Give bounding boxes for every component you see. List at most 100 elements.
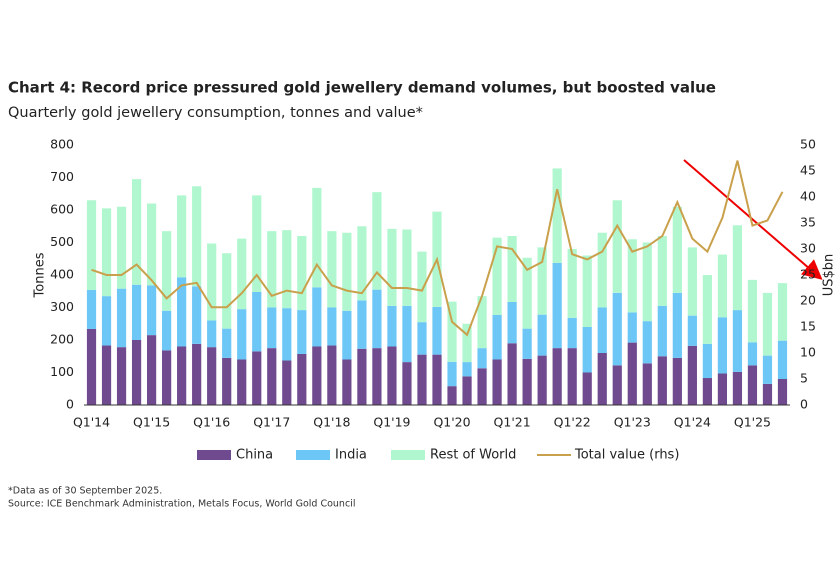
y2-tick-label: 20 — [800, 293, 816, 308]
bar-segment — [552, 168, 562, 263]
bar-segment — [612, 365, 622, 405]
bar-segment — [507, 236, 517, 302]
bar-segment — [507, 343, 517, 405]
bar-segment — [567, 348, 577, 405]
bar-segment — [537, 355, 547, 405]
bar-segment — [702, 275, 712, 344]
y-tick-label: 800 — [50, 137, 74, 152]
legend-label: Total value (rhs) — [574, 448, 679, 463]
bar-segment — [372, 289, 382, 349]
bar-segment — [582, 327, 592, 373]
bar-segment — [282, 308, 292, 361]
bar-segment — [762, 355, 773, 384]
bar-segment — [492, 314, 502, 360]
bar-segment — [612, 292, 622, 366]
bar-segment — [207, 243, 217, 321]
x-tick-label: Q1'24 — [674, 415, 711, 430]
bar-segment — [567, 317, 577, 349]
bar-segment — [627, 312, 637, 343]
source: Source: ICE Benchmark Administration, Me… — [8, 499, 355, 510]
bar-segment — [687, 315, 697, 346]
bar-segment — [372, 192, 382, 290]
bar-segment — [131, 179, 142, 285]
x-tick-label: Q1'21 — [494, 415, 531, 430]
bar-segment — [177, 277, 187, 347]
bar-segment — [432, 354, 442, 405]
bar-segment — [672, 357, 682, 405]
bar-segment — [297, 236, 307, 311]
legend-label: India — [335, 448, 367, 463]
legend-label: China — [236, 448, 273, 463]
bar-segment — [252, 351, 262, 405]
bar-segment — [312, 187, 322, 288]
bar-segment — [131, 284, 142, 340]
legend-swatch — [197, 450, 231, 460]
bar-segment — [717, 317, 728, 374]
bar-segment — [492, 237, 502, 315]
bar-segment — [192, 286, 202, 344]
y-tick-label: 100 — [50, 364, 74, 379]
bar-segment — [402, 362, 412, 405]
y2-tick-label: 25 — [800, 267, 816, 282]
bar-segment — [267, 307, 277, 349]
y2-tick-label: 35 — [800, 215, 816, 230]
bar-segment — [387, 346, 397, 405]
x-tick-label: Q1'14 — [73, 415, 110, 430]
y-tick-label: 600 — [50, 202, 74, 217]
bar-segment — [747, 342, 758, 366]
bar-segment — [477, 296, 487, 349]
bar-segment — [237, 359, 247, 405]
bar-segment — [477, 368, 487, 405]
bar-segment — [86, 200, 97, 290]
bar-segment — [162, 310, 172, 351]
bar-segment — [657, 236, 667, 306]
bar-segment — [762, 292, 773, 356]
bar-segment — [282, 360, 292, 405]
x-tick-label: Q1'15 — [133, 415, 170, 430]
bar-segment — [642, 363, 652, 405]
bar-segment — [116, 347, 127, 405]
bar-segment — [297, 310, 307, 354]
x-tick-label: Q1'16 — [193, 415, 230, 430]
bar-segment — [627, 342, 637, 405]
bar-segment — [207, 320, 217, 348]
bar-segment — [237, 238, 247, 310]
bar-segment — [732, 225, 743, 311]
y-tick-label: 300 — [50, 299, 74, 314]
bar-segment — [642, 242, 652, 322]
bar-segment — [477, 348, 487, 369]
x-tick-label: Q1'17 — [253, 415, 290, 430]
bar-segment — [86, 328, 97, 405]
bar-segment — [462, 376, 472, 405]
y2-tick-label: 10 — [800, 345, 816, 360]
bar-segment — [312, 287, 322, 347]
y2-tick-label: 5 — [800, 371, 808, 386]
y2-tick-label: 40 — [800, 189, 816, 204]
bar-segment — [252, 195, 262, 292]
bar-segment — [327, 345, 337, 405]
bar-segment — [702, 343, 712, 379]
bar-segment — [282, 230, 292, 309]
bar-segment — [116, 288, 127, 348]
bar-segment — [732, 310, 743, 372]
bar-segment — [522, 328, 532, 359]
y2-tick-label: 0 — [800, 397, 808, 412]
bar-segment — [192, 186, 202, 287]
bar-segment — [522, 257, 532, 329]
bar-segment — [552, 262, 562, 349]
bar-segment — [552, 348, 562, 405]
bar-segment — [687, 345, 697, 405]
bar-segment — [627, 239, 637, 313]
value-line — [91, 160, 784, 337]
bar-segment — [777, 340, 788, 379]
bar-segment — [537, 314, 547, 356]
bar-segment — [702, 378, 712, 405]
bar-segment — [777, 283, 788, 341]
bar-segment — [131, 340, 142, 405]
bar-segment — [357, 226, 367, 301]
bar-segment — [237, 309, 247, 360]
bar-segment — [312, 346, 322, 405]
bar-segment — [192, 343, 202, 405]
bar-segment — [672, 206, 682, 293]
